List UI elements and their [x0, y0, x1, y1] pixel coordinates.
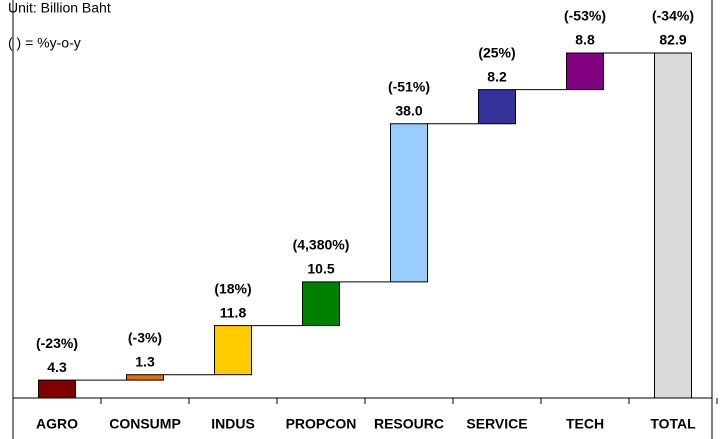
bar — [478, 89, 516, 125]
note: ( ) = %y-o-y — [8, 35, 81, 51]
value-label: 1.3 — [135, 353, 155, 369]
x-tick-label: TECH — [566, 416, 604, 432]
change-label: (-23%) — [36, 335, 78, 351]
value-label: 10.5 — [307, 261, 334, 277]
x-tick-label: CONSUMP — [109, 416, 181, 432]
change-label: (-51%) — [388, 78, 430, 94]
change-label: (-53%) — [564, 8, 606, 24]
change-label: (4,380%) — [293, 237, 350, 253]
bar — [38, 379, 76, 399]
change-label: (-34%) — [652, 8, 694, 24]
value-label: 11.8 — [220, 304, 247, 320]
value-label: 38.0 — [395, 102, 422, 118]
value-label: 8.8 — [575, 32, 595, 48]
x-tick-label: AGRO — [36, 416, 78, 432]
x-tick-label: RESOURC — [374, 416, 444, 432]
bar — [654, 52, 692, 399]
bar — [390, 123, 428, 283]
change-label: (25%) — [478, 44, 515, 60]
bar — [302, 281, 340, 327]
x-tick-label: TOTAL — [650, 416, 696, 432]
x-tick-label: PROPCON — [286, 416, 357, 432]
x-tick-label: SERVICE — [466, 416, 527, 432]
bar — [126, 374, 164, 381]
change-label: (-3%) — [128, 329, 162, 345]
bar — [566, 52, 604, 91]
value-label: 4.3 — [47, 359, 67, 375]
subtitle: Unit: Billion Baht — [8, 0, 111, 16]
bar — [214, 325, 252, 376]
change-label: (18%) — [214, 280, 251, 296]
x-tick-label: INDUS — [211, 416, 255, 432]
value-label: 82.9 — [659, 32, 686, 48]
value-label: 8.2 — [487, 68, 507, 84]
